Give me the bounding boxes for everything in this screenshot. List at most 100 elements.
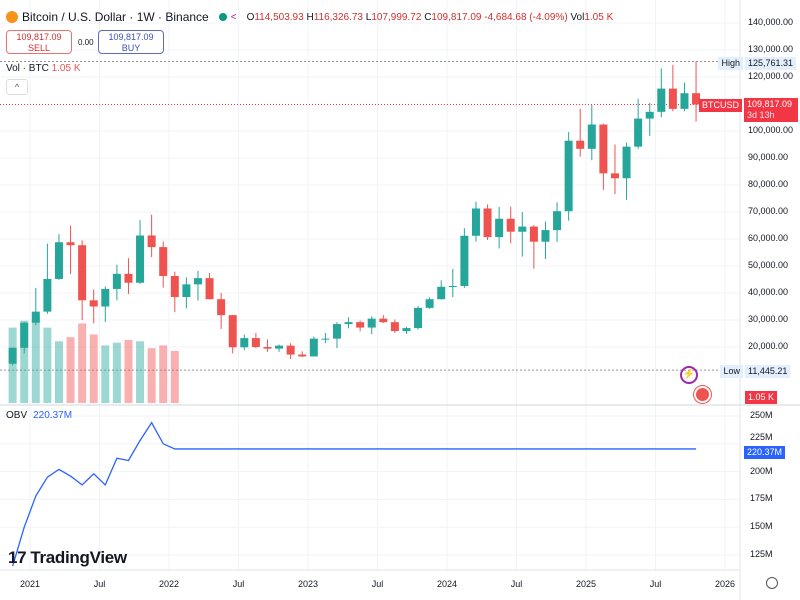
candle-body xyxy=(263,347,272,349)
candle-body xyxy=(251,338,260,347)
price-tick-label: 40,000.00 xyxy=(748,287,789,297)
candle-body xyxy=(390,322,399,332)
price-tick-label: 80,000.00 xyxy=(748,179,789,189)
sell-button[interactable]: 109,817.09 SELL xyxy=(6,30,72,54)
symbol-title[interactable]: Bitcoin / U.S. Dollar · 1W · Binance xyxy=(22,10,209,24)
candle-body xyxy=(298,354,307,357)
volume-bar xyxy=(159,345,168,403)
candle-body xyxy=(414,307,423,329)
candle-body xyxy=(483,208,492,238)
time-tick-label: Jul xyxy=(649,579,662,589)
obv-line xyxy=(12,421,697,567)
candle-body xyxy=(379,318,388,323)
volume-bar xyxy=(170,350,179,403)
candle-body xyxy=(309,338,318,357)
obv-legend[interactable]: OBV 220.37M xyxy=(6,410,73,421)
candle-body xyxy=(692,93,701,105)
price-tick-label: 140,000.00 xyxy=(748,17,794,27)
candle-body xyxy=(367,318,376,328)
candle-body xyxy=(495,218,504,238)
buy-button[interactable]: 109,817.09 BUY xyxy=(98,30,164,54)
candle-body xyxy=(668,88,677,109)
candle-body xyxy=(634,118,643,147)
time-tick-label: 2023 xyxy=(297,579,319,589)
obv-tick-label: 225M xyxy=(750,432,773,442)
volume-bar xyxy=(66,337,75,403)
low-value: 11,445.21 xyxy=(745,365,791,378)
candle-body xyxy=(182,284,191,298)
candle-body xyxy=(518,226,527,232)
candle-body xyxy=(425,299,434,308)
time-tick-label: Jul xyxy=(371,579,384,589)
candle-body xyxy=(8,347,17,364)
candle-body xyxy=(448,285,457,287)
time-tick-label: 2024 xyxy=(436,579,458,589)
volume-bar xyxy=(112,342,121,403)
low-label: Low xyxy=(720,365,743,378)
candle-body xyxy=(286,345,295,355)
volume-bar xyxy=(124,339,133,403)
high-value: 125,761.31 xyxy=(745,57,797,70)
candle-body xyxy=(20,322,29,348)
events-lightning-icon[interactable]: ⚡ xyxy=(680,366,698,384)
time-tick-label: Jul xyxy=(232,579,245,589)
ohlc-values: O114,503.93 H116,326.73 L107,999.72 C109… xyxy=(246,11,614,23)
price-tick-label: 60,000.00 xyxy=(748,233,789,243)
candle-body xyxy=(89,300,98,307)
volume-bar xyxy=(43,327,52,403)
candle-body xyxy=(66,242,75,246)
tradingview-logo: 17 TradingView xyxy=(8,548,127,567)
price-tick-label: 120,000.00 xyxy=(748,71,794,81)
volume-last-tag: 1.05 K xyxy=(745,391,778,404)
bitcoin-logo-icon xyxy=(6,11,18,23)
candle-body xyxy=(275,345,284,349)
volume-bar xyxy=(136,341,145,403)
volume-bar xyxy=(89,334,98,403)
high-label: High xyxy=(718,57,743,70)
candle-body xyxy=(78,245,87,301)
candle-body xyxy=(599,124,608,174)
candle-body xyxy=(31,311,40,323)
candle-body xyxy=(43,278,52,312)
settings-gear-icon[interactable] xyxy=(766,577,778,589)
candle-body xyxy=(344,322,353,325)
obv-last-tag: 220.37M xyxy=(744,446,786,459)
last-price-tag: 109,817.09 3d 13h xyxy=(744,98,798,122)
candle-body xyxy=(645,111,654,119)
candle-body xyxy=(680,93,689,109)
candle-body xyxy=(112,273,121,289)
obv-tick-label: 150M xyxy=(750,521,773,532)
time-tick-label: 2021 xyxy=(19,579,41,589)
obv-tick-label: 200M xyxy=(750,465,773,476)
tv-logo-icon: 17 xyxy=(8,548,27,567)
candle-body xyxy=(587,124,596,149)
status-dot-icon xyxy=(218,13,227,21)
price-tick-label: 70,000.00 xyxy=(748,206,789,216)
obv-tick-label: 250M xyxy=(750,410,773,420)
candle-body xyxy=(205,278,214,300)
volume-legend[interactable]: Vol · BTC 1.05 K xyxy=(6,63,81,74)
candle-body xyxy=(170,275,179,298)
candle-body xyxy=(124,273,133,283)
candle-body xyxy=(437,286,446,300)
time-tick-label: Jul xyxy=(93,579,106,589)
price-tick-label: 50,000.00 xyxy=(748,260,789,270)
collapse-legend-button[interactable]: ^ xyxy=(6,79,28,95)
volume-bar xyxy=(78,323,87,403)
share-icon[interactable]: < xyxy=(230,11,237,23)
candle-body xyxy=(564,140,573,212)
volume-bar xyxy=(54,341,63,403)
candle-body xyxy=(471,208,480,236)
us-flag-economic-event-icon[interactable] xyxy=(694,386,711,403)
candle-body xyxy=(147,235,156,248)
candle-body xyxy=(541,230,550,242)
candle-body xyxy=(332,324,341,339)
obv-tick-label: 175M xyxy=(750,493,773,504)
spread-value: 0.00 xyxy=(78,38,94,47)
candle-body xyxy=(402,328,411,332)
candle-body xyxy=(54,242,63,279)
candle-body xyxy=(506,218,515,232)
time-tick-label: 2026 xyxy=(714,579,736,589)
time-tick-label: 2025 xyxy=(575,579,597,589)
